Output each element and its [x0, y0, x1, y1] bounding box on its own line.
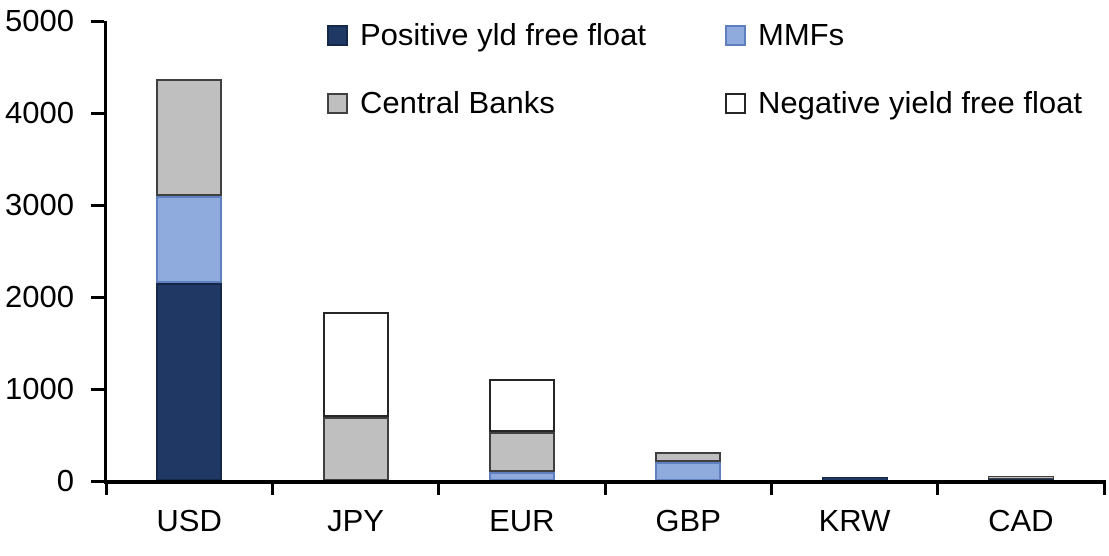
legend-label: Positive yld free float [360, 17, 647, 52]
bar-segment-JPY-negative-yield-free-float [322, 311, 389, 417]
x-axis-category-label: GBP [655, 503, 721, 538]
x-axis-category-label: EUR [489, 503, 555, 538]
bar-segment-CAD-central-banks [987, 475, 1054, 479]
y-axis-tick [91, 387, 104, 391]
bar-segment-USD-central-banks [156, 78, 223, 196]
x-axis-category-label: USD [156, 503, 222, 538]
legend-swatch [327, 92, 348, 114]
y-axis-tick [91, 479, 104, 483]
bar-segment-GBP-central-banks [655, 452, 722, 462]
legend-item-positive-yld-free-float: Positive yld free float [327, 16, 646, 54]
y-axis-tick-label: 5000 [5, 3, 74, 38]
bar-segment-EUR-negative-yield-free-float [488, 378, 555, 432]
y-axis-tick-label: 1000 [5, 371, 74, 406]
y-axis-tick [91, 111, 104, 115]
legend-label: Negative yield free float [758, 85, 1082, 120]
y-axis-tick-label: 2000 [5, 279, 74, 314]
x-axis-tick [270, 480, 274, 495]
x-axis-tick [104, 480, 108, 495]
bar-segment-JPY-central-banks [322, 416, 389, 481]
bar-segment-EUR-central-banks [488, 431, 555, 472]
y-axis-line [104, 21, 107, 484]
x-axis-category-label: KRW [818, 503, 891, 538]
legend-item-mmfs: MMFs [725, 16, 844, 54]
legend-swatch [327, 24, 348, 46]
x-axis-tick [769, 480, 773, 495]
legend-swatch [725, 92, 746, 114]
legend-swatch [725, 24, 746, 46]
x-axis-tick [936, 480, 940, 495]
x-axis-category-label: JPY [327, 503, 384, 538]
legend-item-negative-yield-free-float: Negative yield free float [725, 84, 1082, 122]
y-axis-tick [91, 19, 104, 23]
y-axis-tick-label: 3000 [5, 187, 74, 222]
legend-item-central-banks: Central Banks [327, 84, 555, 122]
x-axis-tick [1102, 480, 1106, 495]
x-axis-tick [603, 480, 607, 495]
x-axis-tick [437, 480, 441, 495]
legend-label: MMFs [758, 17, 845, 52]
y-axis-tick [91, 203, 104, 207]
bar-segment-EUR-mmfs [488, 471, 555, 481]
bar-segment-USD-mmfs [156, 195, 223, 284]
y-axis-tick-label: 4000 [5, 95, 74, 130]
y-axis-tick-label: 0 [56, 463, 74, 498]
x-axis-category-label: CAD [988, 503, 1054, 538]
bar-segment-GBP-mmfs [655, 461, 722, 481]
y-axis-tick [91, 295, 104, 299]
bar-segment-USD-positive-yld-free-float [156, 283, 223, 481]
legend-label: Central Banks [360, 85, 555, 120]
